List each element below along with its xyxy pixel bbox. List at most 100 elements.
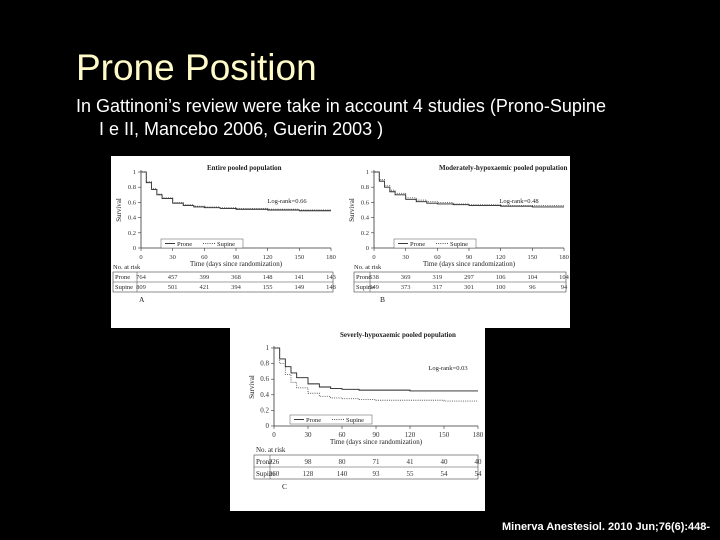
x-axis-label: Time (days since randomization) xyxy=(330,438,423,446)
legend-box xyxy=(160,238,244,249)
y-tick-label: 0.2 xyxy=(260,406,269,414)
citation: Minerva Anestesiol. 2010 Jun;76(6):448- xyxy=(502,521,711,533)
x-tick-label: 90 xyxy=(466,254,473,261)
risk-table-cell: 40 xyxy=(475,458,483,466)
risk-table-cell: 104 xyxy=(527,274,538,281)
risk-table-cell: 128 xyxy=(303,470,314,478)
risk-table-cell: 421 xyxy=(199,284,209,291)
risk-table-cell: 96 xyxy=(529,284,536,291)
risk-row-label-supine: Supine xyxy=(115,284,133,291)
risk-row-label-supine: Supine xyxy=(256,470,275,478)
panel-label: C xyxy=(282,482,287,491)
figure-panel-b: Moderately-hypoxaemic pooled population S… xyxy=(336,156,570,328)
y-axis-label: Survival xyxy=(115,198,123,222)
risk-table-cell: 155 xyxy=(263,284,273,291)
risk-table-cell: 106 xyxy=(496,274,507,281)
y-tick-label: 0.4 xyxy=(260,391,269,399)
legend-box xyxy=(393,238,477,249)
risk-table-cell: 260 xyxy=(269,470,280,478)
subtitle-line-2: I e II, Mancebo 2006, Guerin 2003 ) xyxy=(99,119,384,139)
risk-table-cell: 373 xyxy=(401,284,411,291)
risk-row-label-prone: Prone xyxy=(356,274,371,281)
risk-table-cell: 55 xyxy=(407,470,415,478)
risk-table-header: No. at risk xyxy=(113,264,141,271)
survival-line-supine xyxy=(274,347,478,402)
risk-table-cell: 54 xyxy=(441,470,449,478)
survival-line-supine xyxy=(374,171,565,207)
legend-label-supine: Supine xyxy=(346,417,364,424)
risk-table-cell: 104 xyxy=(559,274,570,281)
x-tick-label: 0 xyxy=(139,254,142,261)
risk-table-cell: 93 xyxy=(373,470,381,478)
y-tick-label: 0.4 xyxy=(361,215,370,222)
log-rank-annotation: Log-rank=0.48 xyxy=(499,198,538,205)
risk-row-label-prone: Prone xyxy=(256,458,272,466)
risk-table-cell: 54 xyxy=(475,470,483,478)
y-tick-label: 0.8 xyxy=(260,360,269,368)
risk-table-cell: 301 xyxy=(464,284,474,291)
risk-table-cell: 368 xyxy=(231,274,241,281)
y-tick-label: 0 xyxy=(133,245,136,252)
panel-label: B xyxy=(380,295,385,304)
y-tick-label: 0.4 xyxy=(128,215,137,222)
chart-title: Severly-hypoxaemic pooled population xyxy=(340,331,456,339)
survival-line-supine xyxy=(141,171,331,211)
risk-table-cell: 399 xyxy=(199,274,209,281)
x-tick-label: 180 xyxy=(326,254,336,261)
risk-table-cell: 40 xyxy=(441,458,449,466)
risk-table-cell: 549 xyxy=(369,284,379,291)
legend-label-prone: Prone xyxy=(410,241,425,248)
risk-table-cell: 317 xyxy=(432,284,443,291)
risk-table-cell: 148 xyxy=(326,284,336,291)
x-axis-label: Time (days since randomization) xyxy=(190,260,283,268)
y-tick-label: 0.2 xyxy=(128,230,136,237)
legend-label-prone: Prone xyxy=(177,241,192,248)
risk-table-cell: 80 xyxy=(339,458,347,466)
y-tick-label: 1 xyxy=(133,169,136,176)
chart-title: Moderately-hypoxaemic pooled population xyxy=(439,164,567,172)
y-tick-label: 0.8 xyxy=(128,184,136,191)
chart-title: Entire pooled population xyxy=(207,164,282,172)
risk-table-cell: 809 xyxy=(136,284,146,291)
risk-table-cell: 369 xyxy=(401,274,411,281)
survival-chart-b: Moderately-hypoxaemic pooled population S… xyxy=(348,164,570,304)
x-tick-label: 90 xyxy=(373,431,381,439)
risk-table-header: No. at risk xyxy=(256,446,286,454)
log-rank-annotation: Log-rank=0.03 xyxy=(428,365,467,372)
x-tick-label: 0 xyxy=(372,254,375,261)
x-tick-label: 30 xyxy=(402,254,409,261)
legend-box xyxy=(289,414,373,425)
legend-label-supine: Supine xyxy=(450,241,468,248)
risk-row-label-prone: Prone xyxy=(115,274,130,281)
y-tick-label: 0 xyxy=(266,422,270,430)
log-rank-annotation: Log-rank=0.66 xyxy=(267,198,307,205)
risk-row-label-supine: Supine xyxy=(356,284,374,291)
survival-chart-c: Severly-hypoxaemic pooled population Surv… xyxy=(248,331,484,491)
risk-table-cell: 149 xyxy=(294,284,304,291)
x-tick-label: 120 xyxy=(263,254,273,261)
x-tick-label: 150 xyxy=(439,431,450,439)
risk-table-cell: 100 xyxy=(496,284,506,291)
legend-label-prone: Prone xyxy=(306,417,321,424)
x-tick-label: 180 xyxy=(559,254,569,261)
y-axis-label: Survival xyxy=(348,198,356,222)
legend-label-supine: Supine xyxy=(217,241,235,248)
y-tick-label: 0.8 xyxy=(361,184,369,191)
risk-table-cell: 394 xyxy=(231,284,242,291)
risk-table-cell: 98 xyxy=(305,458,313,466)
x-tick-label: 0 xyxy=(272,431,276,439)
y-tick-label: 1 xyxy=(266,344,270,352)
x-tick-label: 30 xyxy=(305,431,313,439)
risk-table-cell: 319 xyxy=(432,274,442,281)
x-tick-label: 150 xyxy=(294,254,304,261)
x-axis-label: Time (days since randomization) xyxy=(423,260,516,268)
y-tick-label: 0.6 xyxy=(361,199,370,206)
survival-line-prone xyxy=(374,171,564,208)
risk-table-cell: 71 xyxy=(373,458,381,466)
risk-table-header: No. at risk xyxy=(354,264,382,271)
y-axis-label: Survival xyxy=(248,375,256,399)
slide-subtitle: In Gattinoni’s review were take in accou… xyxy=(76,95,706,141)
y-tick-label: 0 xyxy=(366,245,369,252)
risk-table-cell: 764 xyxy=(136,274,147,281)
y-tick-label: 0.6 xyxy=(128,199,137,206)
